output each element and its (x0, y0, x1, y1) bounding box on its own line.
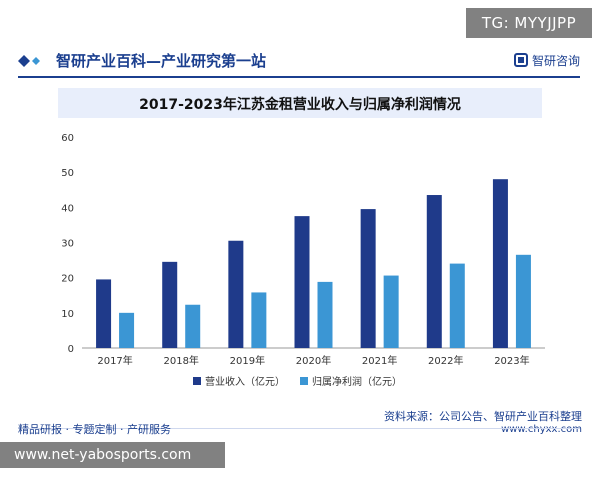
footer-tagline: 精品研报 · 专题定制 · 产研服务 (18, 423, 171, 436)
x-tick-label: 2018年 (163, 354, 198, 367)
x-tick-label: 2019年 (230, 354, 265, 367)
revenue-bar (294, 216, 310, 348)
source-url: www.chyxx.com (501, 424, 582, 435)
brand: 智研咨询 (513, 52, 580, 69)
x-tick-label: 2021年 (362, 354, 397, 367)
y-tick-label: 50 (61, 168, 74, 179)
y-tick-label: 0 (68, 344, 74, 355)
revenue-bar (492, 179, 508, 348)
overlay-badge: TG: MYYJJPP (466, 8, 592, 38)
y-tick-label: 40 (61, 203, 74, 214)
profit-bar (449, 263, 465, 348)
header: 智研产业百科—产业研究第一站 智研咨询 (18, 48, 580, 74)
page-title: 智研产业百科—产业研究第一站 (56, 52, 267, 70)
brand-logo-icon (513, 53, 528, 67)
diamond-icon-small (32, 57, 40, 65)
x-tick-label: 2017年 (97, 354, 132, 367)
legend-swatch-revenue (193, 377, 201, 385)
header-divider (18, 76, 580, 78)
url-overlay: www.net-yabosports.com (0, 442, 225, 468)
y-tick-label: 60 (61, 133, 74, 144)
footer-divider (18, 428, 580, 429)
y-tick-label: 30 (61, 239, 74, 250)
brand-name: 智研咨询 (531, 54, 580, 68)
y-tick-label: 10 (61, 309, 74, 320)
profit-bar (383, 275, 399, 348)
revenue-bar (96, 279, 112, 348)
revenue-bar (228, 240, 244, 348)
legend-label-revenue: 营业收入（亿元） (205, 375, 285, 388)
legend-swatch-profit (300, 377, 308, 385)
legend-label-profit: 归属净利润（亿元） (312, 375, 402, 388)
source-note: 资料来源：公司公告、智研产业百科整理 (384, 410, 582, 423)
profit-bar (119, 312, 135, 348)
profit-bar (251, 292, 267, 348)
x-tick-label: 2022年 (428, 354, 463, 367)
chart-title-bar: 2017-2023年江苏金租营业收入与归属净利润情况 (58, 88, 542, 118)
revenue-bar (426, 195, 442, 348)
profit-bar (185, 304, 201, 348)
x-tick-label: 2023年 (494, 354, 529, 367)
chart-title: 2017-2023年江苏金租营业收入与归属净利润情况 (139, 97, 461, 113)
revenue-bar (162, 261, 178, 348)
y-tick-label: 20 (61, 274, 74, 285)
revenue-bar (360, 209, 376, 348)
diamond-icon (18, 55, 30, 67)
profit-bar (317, 281, 333, 348)
profit-bar (515, 254, 531, 348)
x-tick-label: 2020年 (296, 354, 331, 367)
